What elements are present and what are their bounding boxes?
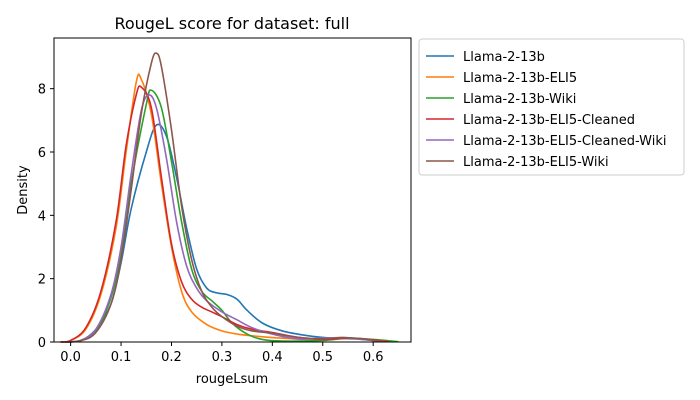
legend-label-4: Llama-2-13b-ELI5-Cleaned [463,113,635,128]
chart-title: RougeL score for dataset: full [114,14,349,33]
legend-label-5: Llama-2-13b-ELI5-Cleaned-Wiki [463,134,666,149]
y-tick-label: 4 [38,209,46,224]
x-axis-ticks: 0.0 0.1 0.2 0.3 0.4 0.5 0.6 [60,342,384,365]
y-axis-label: Density [16,165,31,215]
y-axis-ticks: 0 2 4 6 8 [38,83,54,351]
x-tick-label: 0.6 [363,350,384,365]
series-line-3 [65,89,399,343]
legend-label-3: Llama-2-13b-Wiki [463,92,576,107]
legend: Llama-2-13b Llama-2-13b-ELI5 Llama-2-13b-W… [418,38,685,176]
series-line-6 [65,52,384,343]
legend-frame [418,38,685,176]
plot-lines [60,52,399,343]
y-tick-label: 6 [38,146,46,161]
legend-label-6: Llama-2-13b-ELI5-Wiki [463,155,609,170]
y-tick-label: 8 [38,83,46,98]
x-tick-label: 0.3 [212,350,233,365]
axes-frame [53,37,412,343]
x-axis-label: rougeLsum [196,372,268,387]
legend-label-1: Llama-2-13b [463,50,545,65]
y-tick-label: 0 [38,336,46,351]
x-tick-label: 0.2 [161,350,182,365]
x-tick-label: 0.5 [312,350,333,365]
legend-label-2: Llama-2-13b-ELI5 [463,71,577,86]
x-tick-label: 0.1 [111,350,132,365]
x-tick-label: 0.4 [262,350,283,365]
series-line-5 [65,94,384,343]
y-tick-label: 2 [38,273,46,288]
x-tick-label: 0.0 [60,350,81,365]
